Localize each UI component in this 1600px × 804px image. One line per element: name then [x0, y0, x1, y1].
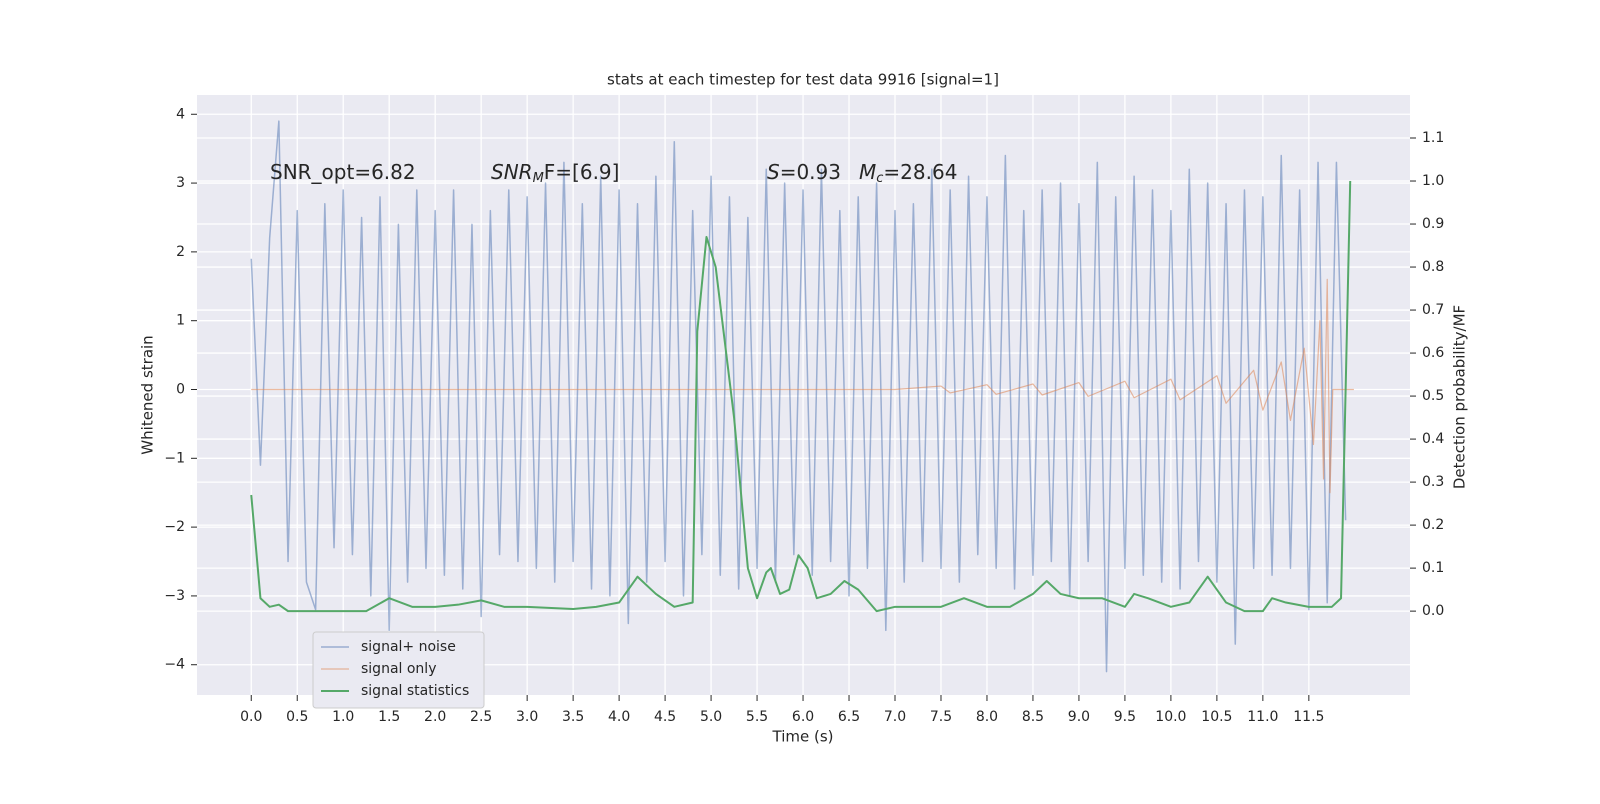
- y2-tick-label: 0.6: [1422, 345, 1444, 361]
- y2-tick-label: 0.0: [1422, 603, 1444, 619]
- x-tick-label: 7.0: [884, 709, 906, 725]
- legend-label: signal only: [361, 661, 436, 677]
- y2-tick-label: 0.8: [1422, 259, 1444, 275]
- x-tick-label: 2.5: [470, 709, 492, 725]
- series-line: [250, 180, 1352, 613]
- y2-tick-label: 0.4: [1422, 431, 1444, 447]
- chart-title: stats at each timestep for test data 991…: [607, 71, 999, 89]
- legend-box: [312, 631, 485, 709]
- series-line: [250, 120, 1347, 673]
- x-tick-label: 10.0: [1155, 709, 1186, 725]
- x-tick-label: 5.5: [746, 709, 768, 725]
- annotation: SNR_opt=6.82: [270, 160, 416, 184]
- y2-tick-label: 0.7: [1422, 302, 1444, 318]
- x-tick-label: 9.5: [1114, 709, 1136, 725]
- y2-tick-label: 0.1: [1422, 560, 1444, 576]
- x-tick-label: 5.0: [700, 709, 722, 725]
- y2-tick-label: 1.0: [1422, 173, 1444, 189]
- x-tick-label: 10.5: [1201, 709, 1232, 725]
- x-tick-label: 8.0: [976, 709, 998, 725]
- x-tick-label: 7.5: [930, 709, 952, 725]
- x-tick-label: 11.5: [1293, 709, 1324, 725]
- y-tick-label: 0: [176, 381, 185, 397]
- y-tick-label: −2: [164, 519, 185, 535]
- x-tick-label: 11.0: [1247, 709, 1278, 725]
- y2-axis-label: Detection probability/MF: [1451, 305, 1469, 489]
- x-tick-label: 3.0: [516, 709, 538, 725]
- x-tick-label: 0.5: [286, 709, 308, 725]
- x-tick-label: 9.0: [1068, 709, 1090, 725]
- y2-tick-label: 0.9: [1422, 216, 1444, 232]
- annotation: SNRMF=[6.9]: [491, 160, 619, 186]
- annotation-text: =0.93: [780, 160, 841, 184]
- annotation-text: M: [859, 160, 876, 184]
- y-tick-label: 1: [176, 313, 185, 329]
- x-tick-label: 4.0: [608, 709, 630, 725]
- y-tick-label: 4: [176, 106, 185, 122]
- annotation-text: SNR: [491, 160, 533, 184]
- y2-tick-label: 0.2: [1422, 517, 1444, 533]
- x-tick-label: 4.5: [654, 709, 676, 725]
- legend-label: signal statistics: [361, 683, 469, 699]
- x-axis-label: Time (s): [772, 728, 834, 746]
- x-tick-label: 2.0: [424, 709, 446, 725]
- y-tick-label: −3: [164, 588, 185, 604]
- legend: signal+ noise signal only signal statistic…: [312, 631, 485, 709]
- x-tick-label: 1.0: [332, 709, 354, 725]
- y-tick-label: −1: [164, 450, 185, 466]
- annotation-subscript: M: [533, 171, 544, 186]
- y-axis-label: Whitened strain: [139, 335, 157, 454]
- y-tick-label: 3: [176, 175, 185, 191]
- annotation-text: =28.64: [883, 160, 957, 184]
- series-line: [251, 278, 1354, 494]
- y2-tick-label: 0.3: [1422, 474, 1444, 490]
- x-tick-label: 1.5: [378, 709, 400, 725]
- x-tick-label: 3.5: [562, 709, 584, 725]
- x-tick-label: 8.5: [1022, 709, 1044, 725]
- y2-tick-label: 1.1: [1422, 130, 1444, 146]
- legend-label: signal+ noise: [361, 639, 456, 655]
- x-tick-label: 6.5: [838, 709, 860, 725]
- x-tick-label: 0.0: [240, 709, 262, 725]
- annotation-text: S: [767, 160, 780, 184]
- y-tick-label: 2: [176, 244, 185, 260]
- x-tick-label: 6.0: [792, 709, 814, 725]
- annotation-text: SNR_opt=6.82: [270, 160, 416, 184]
- annotation-text: F=[6.9]: [544, 160, 620, 184]
- annotation: S=0.93 Mc=28.64: [767, 160, 957, 186]
- annotation-subscript: c: [876, 171, 883, 186]
- y-tick-label: −4: [164, 657, 185, 673]
- y2-tick-label: 0.5: [1422, 388, 1444, 404]
